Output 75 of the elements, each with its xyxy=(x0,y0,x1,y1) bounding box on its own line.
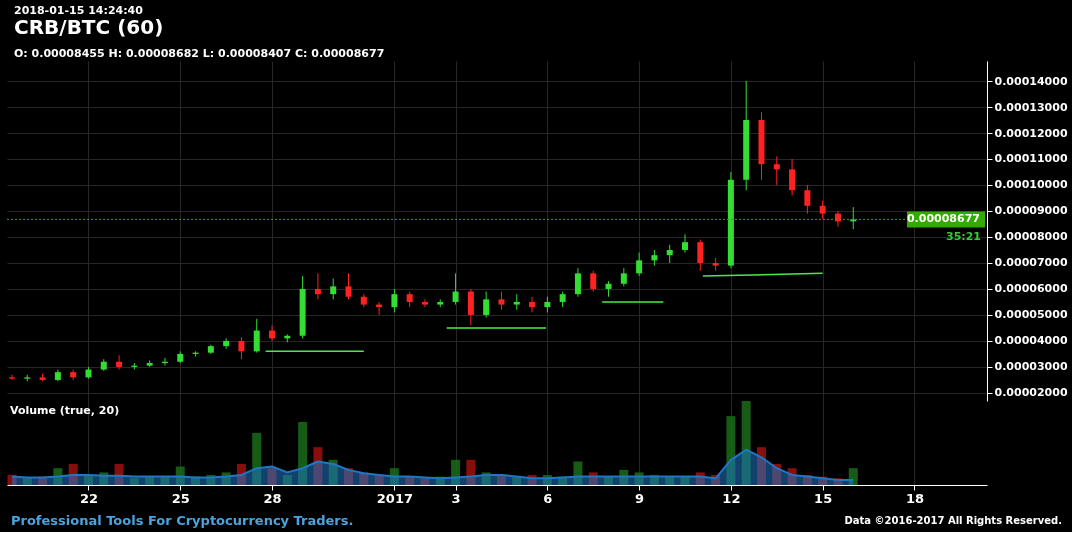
y-tick-label: 0.00014000 xyxy=(994,74,1068,88)
bar xyxy=(282,474,292,485)
candlestick xyxy=(483,291,490,319)
x-tick-label: 9 xyxy=(635,490,645,506)
bar xyxy=(22,478,32,485)
candlestick xyxy=(253,318,260,354)
bar xyxy=(313,447,323,485)
text: Professional Tools For Cryptocurrency Traders. xyxy=(11,513,354,528)
chart-title: Volume (true, 20) xyxy=(10,404,120,417)
bar xyxy=(726,416,736,485)
bar xyxy=(298,422,308,485)
bar xyxy=(252,432,262,485)
ref-line-label: 0.00008677 xyxy=(906,212,980,226)
y-tick-label: 0.00003000 xyxy=(994,360,1068,374)
candlestick xyxy=(636,252,643,277)
x-tick-label: 12 xyxy=(722,490,741,506)
y-tick-label: 0.00013000 xyxy=(994,100,1068,114)
candlestick xyxy=(574,267,581,298)
x-tick-label: 15 xyxy=(814,490,833,506)
candlestick xyxy=(452,272,459,306)
text: 2018-01-15 14:24:40 xyxy=(14,4,144,17)
candlestick xyxy=(330,278,337,300)
chart-title: CRB/BTC (60) xyxy=(14,15,164,39)
x-tick-label: 25 xyxy=(171,490,190,506)
bar xyxy=(328,459,338,485)
candlestick xyxy=(819,200,826,220)
candlestick xyxy=(529,296,536,313)
candlestick xyxy=(682,233,689,254)
y-tick-label: 0.00004000 xyxy=(994,334,1068,348)
y-tick-label: 0.00005000 xyxy=(994,308,1068,322)
annotation: 35:21 xyxy=(945,230,981,244)
y-tick-label: 0.00006000 xyxy=(994,282,1068,296)
y-tick-label: 0.00009000 xyxy=(994,204,1068,218)
candlestick xyxy=(223,337,230,350)
x-tick-label: 18 xyxy=(905,490,924,506)
y-tick-label: 0.00012000 xyxy=(994,126,1068,140)
candlestick xyxy=(804,184,811,215)
bar xyxy=(848,468,858,485)
bar xyxy=(129,478,139,485)
text: Data ©2016-2017 All Rights Reserved. xyxy=(844,515,1062,526)
candlestick xyxy=(620,267,627,287)
x-tick-label: 28 xyxy=(263,490,282,506)
bar xyxy=(267,468,277,485)
bar xyxy=(114,464,124,485)
y-tick-label: 0.00010000 xyxy=(994,178,1068,192)
y-tick-label: 0.00002000 xyxy=(994,386,1068,400)
candlestick xyxy=(345,272,352,300)
x-tick-label: 6 xyxy=(543,490,553,506)
candlestick xyxy=(590,270,597,293)
candlestick xyxy=(697,239,704,272)
candlestick xyxy=(467,288,474,326)
candlestick xyxy=(666,244,673,264)
bar xyxy=(741,401,751,485)
y-tick-label: 0.00011000 xyxy=(994,152,1068,166)
candlestick xyxy=(9,374,15,381)
candlestick xyxy=(314,272,321,300)
x-tick-label: 3 xyxy=(451,490,461,506)
y-tick-label: 0.00007000 xyxy=(994,256,1068,270)
candlestick xyxy=(773,155,780,186)
candlestick xyxy=(391,288,398,313)
x-tick-label: 2017 xyxy=(376,490,413,506)
candlestick xyxy=(789,158,796,196)
bar xyxy=(573,461,583,485)
bar xyxy=(466,459,476,485)
bar xyxy=(451,459,461,485)
candlestick xyxy=(116,354,123,371)
bar xyxy=(420,478,430,485)
x-tick-label: 22 xyxy=(79,490,99,506)
candlestick xyxy=(421,298,428,308)
candlestick xyxy=(238,336,245,360)
y-tick-label: 0.00008000 xyxy=(994,230,1068,244)
chart-subtitle: O: 0.00008455 H: 0.00008682 L: 0.00008407 C: 0.00008677 xyxy=(14,47,385,60)
candlestick xyxy=(498,291,505,311)
bar xyxy=(68,464,78,485)
bar xyxy=(756,447,766,485)
